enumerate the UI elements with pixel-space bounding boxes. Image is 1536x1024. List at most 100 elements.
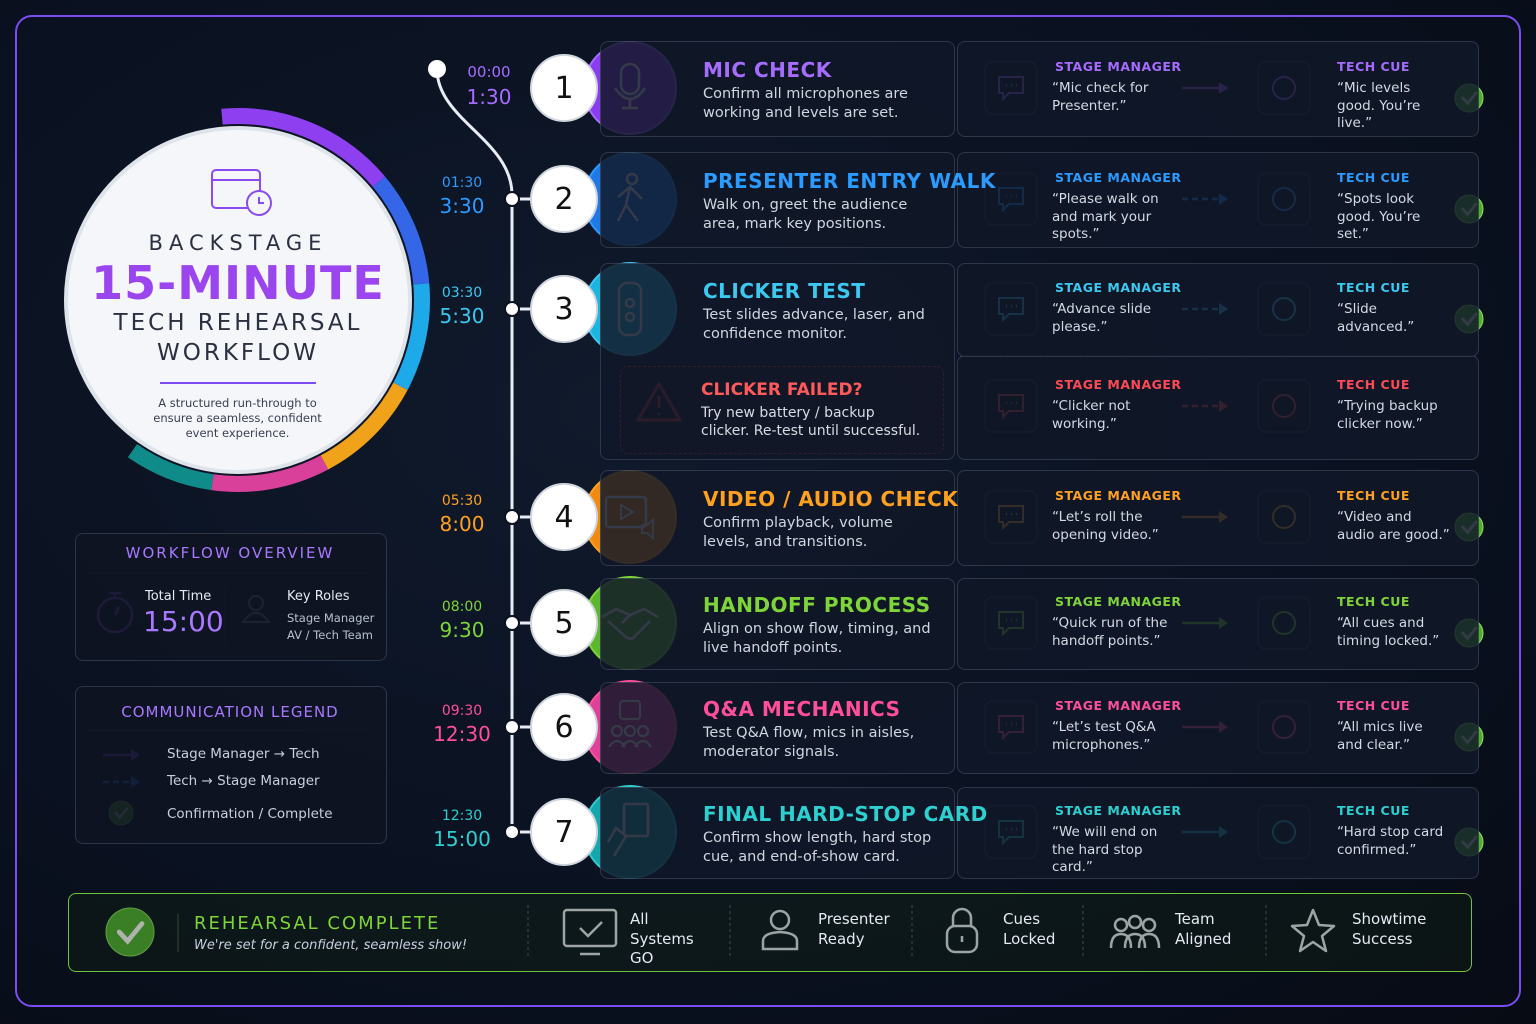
start-time: 09:30: [441, 703, 483, 719]
tech-label: TECH CUE: [1337, 377, 1410, 392]
sm-label: STAGE MANAGER: [1055, 59, 1182, 74]
step-number: 6: [554, 710, 574, 745]
total-time-label: Total Time: [145, 589, 212, 604]
footer-icon: [951, 907, 973, 942]
step-card: [600, 470, 955, 566]
sm-quote: “Please walk on and mark your spots.”: [1052, 191, 1159, 243]
footer-icon: [1290, 908, 1336, 953]
clock-icon: [258, 197, 264, 204]
tech-quote: “Trying backup clicker now.”: [1337, 398, 1438, 432]
contingency-title: CLICKER FAILED?: [701, 380, 863, 400]
step-description: Confirm playback, volume levels, and tra…: [703, 515, 893, 550]
tech-label: TECH CUE: [1337, 803, 1410, 818]
hero-subtitle: TECH REHEARSAL: [113, 310, 363, 336]
footer-box: [68, 893, 1472, 972]
step-card: [600, 787, 955, 879]
step-card: [600, 682, 955, 774]
end-time: 5:30: [439, 304, 485, 328]
footer-icon: [945, 924, 979, 954]
number-circle: [530, 165, 598, 233]
timeline-start: [428, 60, 446, 78]
number-circle: [530, 483, 598, 551]
cue-card: [957, 470, 1479, 566]
hero-eyebrow: BACKSTAGE: [148, 231, 328, 255]
tech-label: TECH CUE: [1337, 488, 1410, 503]
footer-icon: [1137, 932, 1161, 949]
sm-quote: “Clicker not working.”: [1052, 398, 1131, 432]
footer-subtitle: We're set for a confident, seamless show…: [194, 938, 468, 953]
timeline-dot: [504, 719, 520, 735]
sm-label: STAGE MANAGER: [1055, 377, 1182, 392]
end-time: 8:00: [439, 512, 485, 536]
cue-card: [957, 578, 1479, 670]
hero-subtitle: WORKFLOW: [157, 340, 319, 366]
complete-check: [105, 907, 155, 957]
start-time: 03:30: [441, 285, 483, 301]
start-time: 12:30: [441, 808, 483, 824]
step-title: MIC CHECK: [703, 58, 832, 82]
timeline-dot: [504, 509, 520, 525]
footer-item: All Systems GO: [630, 910, 694, 967]
total-time: 15:00: [143, 605, 224, 638]
step-title: Q&A MECHANICS: [703, 697, 901, 721]
timeline-dot: [504, 191, 520, 207]
step-description: Confirm all microphones are working and …: [703, 86, 908, 121]
hero-circle: [64, 126, 412, 474]
sm-quote: “We will end on the hard stop card.”: [1052, 824, 1158, 876]
role: AV / Tech Team: [287, 628, 373, 642]
step-number: 4: [554, 500, 574, 535]
timeline: [435, 68, 514, 828]
end-time: 12:30: [433, 722, 491, 746]
step-title: CLICKER TEST: [703, 279, 866, 303]
tech-quote: “Spots look good. You’re set.”: [1337, 191, 1421, 243]
complete-check: [116, 921, 145, 945]
sm-label: STAGE MANAGER: [1055, 803, 1182, 818]
ring-segment: [393, 283, 430, 391]
tech-quote: “All mics live and clear.”: [1337, 719, 1423, 753]
tech-label: TECH CUE: [1337, 698, 1410, 713]
footer-icon: [761, 930, 799, 951]
start-time: 05:30: [441, 493, 483, 509]
cue-card: [957, 682, 1479, 774]
tech-label: TECH CUE: [1337, 280, 1410, 295]
step-card: [600, 152, 955, 248]
end-time: 15:00: [433, 827, 491, 851]
footer-icon: [579, 921, 603, 956]
step-number: 2: [554, 182, 574, 217]
ring-segment: [127, 444, 214, 491]
sm-label: STAGE MANAGER: [1055, 594, 1182, 609]
sm-label: STAGE MANAGER: [1055, 488, 1182, 503]
footer-icon: [1141, 917, 1157, 933]
calendar-icon: [211, 169, 261, 209]
timeline-dot: [504, 615, 520, 631]
overview-box: [75, 533, 387, 661]
legend-title: COMMUNICATION LEGEND: [121, 703, 339, 721]
tech-quote: “Mic levels good. You’re live.”: [1337, 80, 1421, 132]
footer-icon: [1127, 914, 1143, 930]
step-number: 5: [554, 606, 574, 641]
footer-item: Cues Locked: [1003, 910, 1056, 948]
end-time: 3:30: [439, 194, 485, 218]
step-number: 7: [554, 815, 574, 850]
step-number: 3: [554, 292, 574, 327]
footer-item: Presenter Ready: [818, 910, 890, 948]
cue-card: [957, 41, 1479, 137]
tech-label: TECH CUE: [1337, 170, 1410, 185]
number-circle: [530, 798, 598, 866]
footer-item: Team Aligned: [1175, 910, 1232, 948]
tech-quote: “Video and audio are good.”: [1337, 509, 1450, 543]
number-circle: [530, 275, 598, 343]
ring-segment: [211, 455, 329, 492]
step-card: [600, 41, 955, 137]
step-card: [600, 263, 955, 460]
start-time: 01:30: [441, 175, 483, 191]
start-time: 08:00: [441, 599, 483, 615]
tech-quote: “All cues and timing locked.”: [1337, 615, 1440, 649]
timeline-dot: [504, 301, 520, 317]
role: Stage Manager: [287, 611, 375, 625]
legend-item: Tech → Stage Manager: [167, 773, 320, 789]
sm-label: STAGE MANAGER: [1055, 170, 1182, 185]
step-card: [600, 578, 955, 670]
hero-title: 15-MINUTE: [91, 256, 385, 310]
